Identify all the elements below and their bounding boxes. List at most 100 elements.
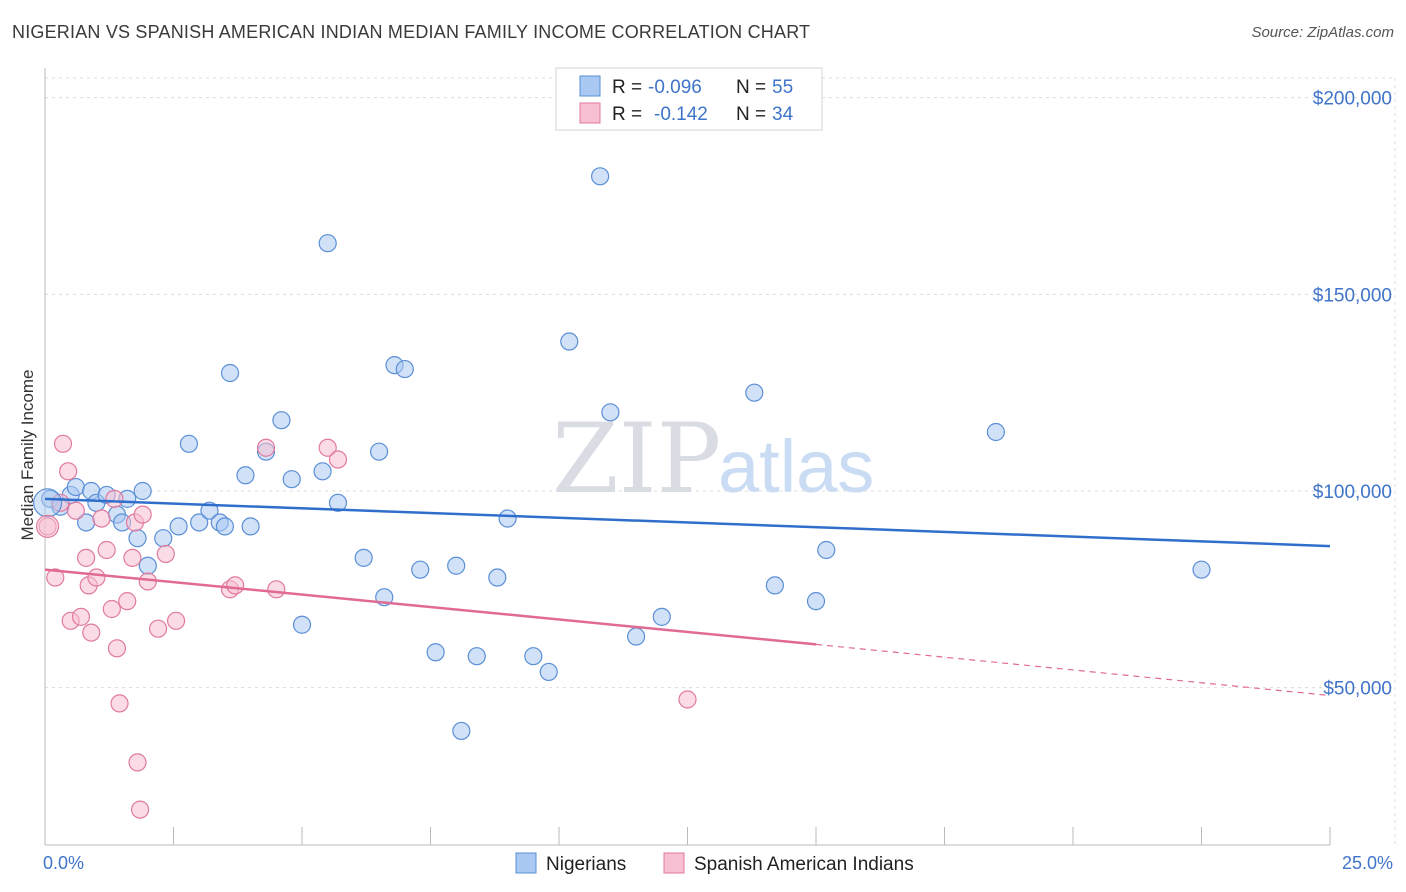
data-points xyxy=(32,167,1211,819)
data-point xyxy=(59,462,78,481)
series-nigerians xyxy=(41,167,1211,741)
data-point xyxy=(92,509,111,528)
x-tick-label: 25.0% xyxy=(1342,853,1393,873)
data-point xyxy=(354,548,373,567)
data-point xyxy=(282,470,301,489)
data-point xyxy=(267,580,286,599)
data-point xyxy=(318,234,337,253)
legend-r-label: R = xyxy=(612,77,642,98)
data-point xyxy=(77,548,96,567)
data-point xyxy=(488,568,507,587)
data-point xyxy=(601,403,620,422)
y-tick-label: $100,000 xyxy=(1313,482,1392,503)
data-point xyxy=(678,690,697,709)
data-point xyxy=(105,489,124,508)
data-point xyxy=(220,363,240,383)
data-point xyxy=(66,501,85,520)
data-point-cluster xyxy=(32,488,63,518)
data-point xyxy=(87,568,106,587)
data-point xyxy=(156,544,175,564)
data-point xyxy=(118,592,137,611)
series-legend-label-nigerians: Nigerians xyxy=(546,854,626,875)
data-point xyxy=(292,615,312,634)
data-point xyxy=(71,607,91,626)
y-tick-labels: $50,000 $100,000 $150,000 $200,000 xyxy=(1313,89,1392,700)
data-point xyxy=(133,505,152,524)
data-point xyxy=(148,619,168,638)
legend-n-label: N = xyxy=(736,104,766,125)
data-point xyxy=(66,477,85,497)
data-point xyxy=(46,568,65,587)
legend-n-label: N = xyxy=(736,77,766,98)
data-point xyxy=(215,517,234,536)
y-tick-label: $150,000 xyxy=(1313,285,1392,306)
data-point xyxy=(591,167,610,186)
data-point xyxy=(53,434,73,453)
data-point xyxy=(272,411,291,430)
x-tick-labels: 0.0% 25.0% xyxy=(43,853,1393,873)
legend-n-value: 55 xyxy=(772,77,793,98)
data-point xyxy=(986,422,1006,442)
data-point-cluster xyxy=(35,514,60,539)
trend-line-extrapolated xyxy=(815,643,1331,697)
data-point xyxy=(745,383,764,402)
data-point xyxy=(130,800,150,819)
data-point xyxy=(765,576,784,595)
data-point xyxy=(539,662,558,682)
data-point xyxy=(806,592,826,611)
watermark-atlas-text: atlas xyxy=(718,425,874,508)
data-point xyxy=(524,647,543,666)
data-point xyxy=(560,332,579,351)
data-point xyxy=(166,611,186,630)
data-point xyxy=(498,509,517,528)
data-point xyxy=(128,529,147,548)
data-point xyxy=(97,540,116,560)
legend-r-label: R = xyxy=(612,104,642,125)
data-point xyxy=(190,513,209,532)
axes xyxy=(44,68,1331,846)
data-point xyxy=(426,643,445,662)
watermark: ZIP atlas xyxy=(552,403,874,515)
series-legend-swatch-nigerians xyxy=(515,852,537,874)
data-point xyxy=(370,442,389,461)
data-point xyxy=(313,462,332,481)
data-point xyxy=(452,721,471,741)
legend-r-value: -0.142 xyxy=(654,104,708,125)
data-point xyxy=(107,639,127,658)
chart-title: NIGERIAN VS SPANISH AMERICAN INDIAN MEDI… xyxy=(12,22,811,42)
data-point xyxy=(200,501,219,520)
data-point xyxy=(110,694,129,713)
x-tick-label: 0.0% xyxy=(43,853,84,873)
data-point xyxy=(328,450,348,469)
data-point xyxy=(817,540,836,560)
data-point xyxy=(138,556,157,575)
data-point xyxy=(328,493,348,512)
data-point xyxy=(652,607,671,626)
data-point xyxy=(123,548,142,567)
data-point xyxy=(467,647,486,666)
correlation-legend: R = -0.096 N = 55 R = -0.142 N = 34 xyxy=(555,67,823,131)
trend-line-spanish-american-indians xyxy=(44,568,817,646)
data-point xyxy=(102,599,121,619)
series-legend-swatch-spanish-american-indians xyxy=(663,852,685,874)
data-point xyxy=(154,529,173,548)
data-point xyxy=(169,517,188,536)
series-legend: Nigerians Spanish American Indians xyxy=(515,852,914,875)
data-point xyxy=(447,556,466,575)
data-point xyxy=(318,438,337,457)
data-point xyxy=(82,623,101,642)
trend-line-nigerians xyxy=(44,497,1331,548)
trend-lines xyxy=(44,497,1331,697)
legend-n-value: 34 xyxy=(772,104,794,125)
data-point xyxy=(236,466,255,485)
data-point xyxy=(179,434,199,453)
data-point xyxy=(241,517,260,536)
watermark-zip-text: ZIP xyxy=(552,403,721,515)
data-point xyxy=(626,627,646,646)
data-point xyxy=(128,753,147,772)
series-legend-label-spanish-american-indians: Spanish American Indians xyxy=(694,854,914,875)
data-point xyxy=(1192,560,1211,579)
legend-r-value: -0.096 xyxy=(648,77,702,98)
legend-swatch-nigerians xyxy=(579,75,601,97)
